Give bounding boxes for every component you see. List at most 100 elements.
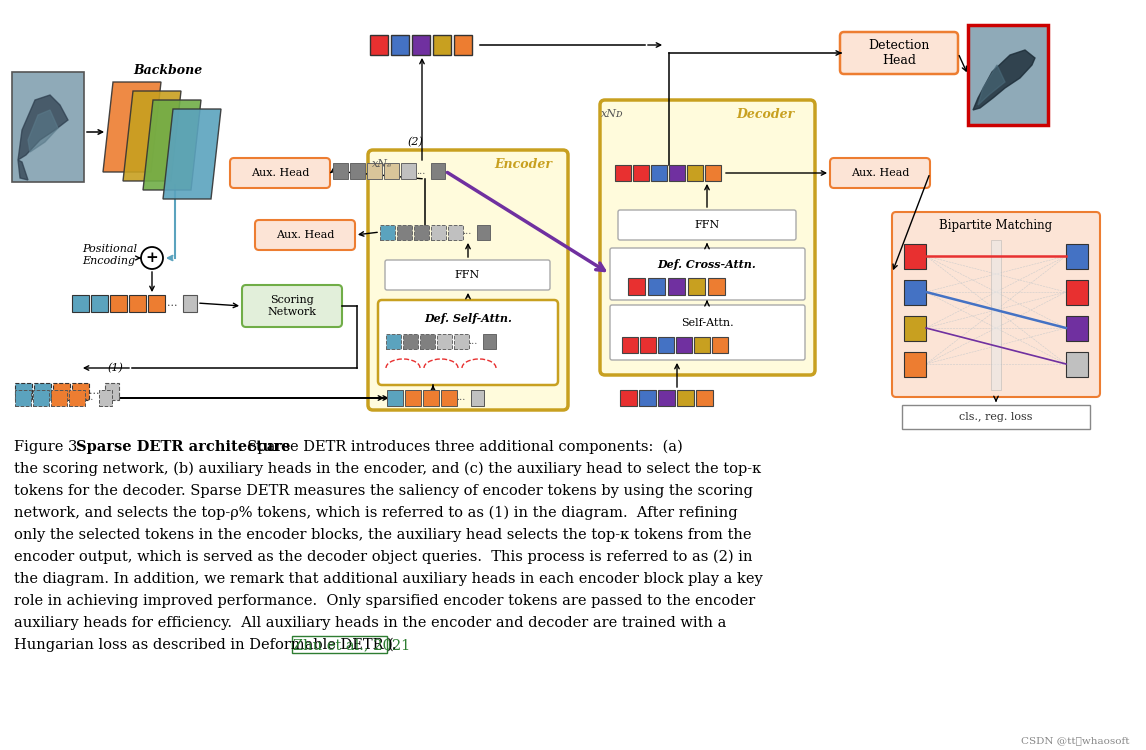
Bar (628, 278, 645, 295)
Text: xNᴅ: xNᴅ (601, 109, 623, 119)
Bar (454, 334, 469, 349)
Text: Def. Cross-Attn.: Def. Cross-Attn. (658, 259, 756, 269)
Bar (620, 390, 637, 406)
Text: network, and selects the top-ρ% tokens, which is referred to as (1) in the diagr: network, and selects the top-ρ% tokens, … (14, 506, 738, 520)
Bar (482, 334, 496, 349)
Text: . Sparse DETR introduces three additional components:  (a): . Sparse DETR introduces three additiona… (238, 440, 683, 454)
Text: Encoder: Encoder (494, 158, 552, 170)
Bar (991, 240, 1000, 390)
Text: Scoring
Network: Scoring Network (267, 296, 316, 316)
Text: Aux. Head: Aux. Head (251, 168, 309, 178)
FancyBboxPatch shape (618, 210, 796, 240)
Bar (405, 390, 421, 406)
Text: Positional
Encoding: Positional Encoding (83, 244, 138, 266)
Text: Hungarian loss as described in Deformable DETR (: Hungarian loss as described in Deformabl… (14, 638, 394, 652)
Text: CSDN @tt妈whaosoft: CSDN @tt妈whaosoft (1021, 736, 1130, 745)
FancyBboxPatch shape (378, 300, 558, 385)
FancyBboxPatch shape (892, 212, 1100, 397)
Bar (477, 225, 490, 240)
Bar (15, 383, 32, 400)
Text: +: + (146, 251, 158, 265)
Bar (904, 316, 926, 341)
Text: (2): (2) (407, 136, 423, 147)
FancyBboxPatch shape (230, 158, 330, 188)
Bar (387, 390, 403, 406)
Bar (391, 35, 409, 55)
Text: encoder output, which is served as the decoder object queries.  This process is : encoder output, which is served as the d… (14, 550, 753, 565)
Text: Self-Attn.: Self-Attn. (681, 318, 733, 328)
Text: tokens for the decoder. Sparse DETR measures the saliency of encoder tokens by u: tokens for the decoder. Sparse DETR meas… (14, 484, 753, 498)
Bar (904, 244, 926, 269)
Text: FFN: FFN (694, 220, 720, 230)
FancyBboxPatch shape (610, 248, 804, 300)
Text: ...: ... (88, 386, 100, 396)
FancyBboxPatch shape (610, 305, 804, 360)
Bar (413, 35, 430, 55)
Bar (904, 352, 926, 377)
Bar (401, 163, 416, 179)
Bar (668, 278, 685, 295)
Text: ...: ... (456, 394, 465, 403)
Bar (15, 390, 31, 406)
Polygon shape (28, 110, 58, 152)
Bar (91, 295, 108, 312)
Text: auxiliary heads for efficiency.  All auxiliary heads in the encoder and decoder : auxiliary heads for efficiency. All auxi… (14, 616, 727, 630)
Bar (397, 225, 413, 240)
Bar (705, 165, 721, 181)
Text: the diagram. In addition, we remark that additional auxiliary heads in each enco: the diagram. In addition, we remark that… (14, 572, 763, 586)
Text: FFN: FFN (454, 270, 480, 280)
Bar (72, 295, 89, 312)
Polygon shape (978, 65, 1005, 105)
Bar (433, 35, 452, 55)
Bar (183, 295, 197, 312)
Text: Def. Self-Attn.: Def. Self-Attn. (424, 313, 512, 323)
Bar (454, 35, 472, 55)
Polygon shape (18, 160, 28, 180)
Bar (437, 334, 452, 349)
Bar (99, 390, 112, 406)
FancyBboxPatch shape (830, 158, 931, 188)
Bar (448, 225, 463, 240)
FancyBboxPatch shape (840, 32, 958, 74)
Bar (1066, 280, 1088, 305)
Text: role in achieving improved performance.  Only sparsified encoder tokens are pass: role in achieving improved performance. … (14, 594, 755, 608)
Bar (694, 337, 711, 353)
FancyBboxPatch shape (242, 285, 342, 327)
Bar (615, 165, 631, 181)
Bar (333, 163, 348, 179)
Text: Aux. Head: Aux. Head (850, 168, 909, 178)
Bar (686, 165, 702, 181)
Bar (622, 337, 638, 353)
Bar (52, 390, 66, 406)
Bar (1066, 244, 1088, 269)
Circle shape (141, 247, 163, 269)
Bar (129, 295, 146, 312)
Bar (712, 337, 728, 353)
Bar (69, 390, 85, 406)
Bar (292, 636, 387, 653)
Bar (639, 337, 656, 353)
Bar (688, 278, 705, 295)
Text: ...: ... (85, 394, 94, 403)
Polygon shape (973, 50, 1035, 110)
FancyBboxPatch shape (256, 220, 355, 250)
Text: the scoring network, (b) auxiliary heads in the encoder, and (c) the auxiliary h: the scoring network, (b) auxiliary heads… (14, 462, 761, 476)
Text: Zhu et al., 2021: Zhu et al., 2021 (293, 638, 410, 652)
Text: Backbone: Backbone (133, 64, 203, 76)
Bar (350, 163, 364, 179)
Bar (419, 334, 435, 349)
Bar (380, 225, 395, 240)
Text: Sparse DETR architecture: Sparse DETR architecture (76, 440, 290, 454)
Bar (669, 165, 685, 181)
Text: Figure 3:: Figure 3: (14, 440, 87, 454)
Bar (423, 390, 439, 406)
Bar (370, 35, 388, 55)
Polygon shape (163, 109, 221, 199)
FancyBboxPatch shape (385, 260, 550, 290)
Text: Aux. Head: Aux. Head (276, 230, 335, 240)
FancyBboxPatch shape (368, 150, 568, 410)
Bar (148, 295, 165, 312)
Bar (34, 383, 52, 400)
Bar (53, 383, 70, 400)
Bar (471, 390, 484, 406)
